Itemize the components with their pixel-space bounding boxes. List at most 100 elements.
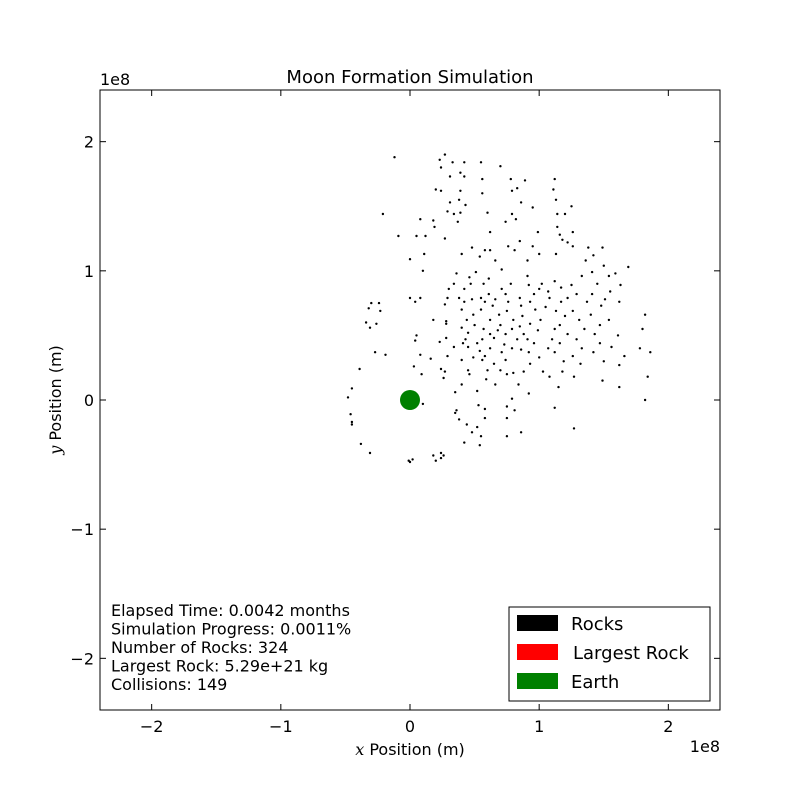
rock-point xyxy=(562,360,565,363)
rock-point xyxy=(618,363,621,367)
rock-point xyxy=(350,387,354,390)
rock-point xyxy=(419,353,422,356)
rock-point xyxy=(607,318,611,322)
rock-point xyxy=(539,318,542,322)
rock-point xyxy=(578,318,581,322)
rock-point xyxy=(547,347,550,350)
rock-point xyxy=(478,444,481,447)
rock-point xyxy=(488,249,492,252)
rock-point xyxy=(614,272,617,275)
rock-point xyxy=(494,259,497,262)
rock-point xyxy=(483,416,487,420)
rock-point xyxy=(566,332,569,336)
rock-point xyxy=(492,362,496,365)
rock-point xyxy=(601,246,604,249)
rock-point xyxy=(465,318,468,322)
rock-point xyxy=(443,153,447,156)
rock-point xyxy=(643,313,647,316)
rock-point xyxy=(554,252,558,256)
rock-point xyxy=(571,309,574,313)
rock-point xyxy=(500,287,503,291)
rock-point xyxy=(408,296,412,300)
rock-point xyxy=(527,392,530,395)
rock-point xyxy=(439,367,443,371)
rock-point xyxy=(558,342,561,345)
x-tick-label: 1 xyxy=(534,717,544,736)
rock-point xyxy=(499,165,502,168)
rock-point xyxy=(592,254,595,257)
rock-point xyxy=(590,292,594,296)
legend: Rocks Largest Rock Earth xyxy=(508,606,711,702)
x-tick-label: 0 xyxy=(405,717,415,736)
rock-point xyxy=(460,252,463,256)
rock-point xyxy=(443,237,447,240)
rock-point xyxy=(381,212,385,216)
rock-point xyxy=(507,300,510,303)
rock-point xyxy=(509,282,512,285)
rock-point xyxy=(438,158,441,161)
rock-point xyxy=(536,230,540,234)
rock-point xyxy=(364,321,368,324)
rock-point xyxy=(415,234,418,238)
rock-point xyxy=(527,351,530,354)
rock-point xyxy=(373,351,377,354)
rock-point xyxy=(460,326,463,329)
rock-point xyxy=(510,189,514,192)
rock-point xyxy=(623,354,626,358)
rock-point xyxy=(476,342,479,345)
rock-point xyxy=(479,435,483,438)
rock-point xyxy=(443,370,447,373)
rock-point xyxy=(570,283,573,287)
rock-point xyxy=(408,460,412,464)
rock-point xyxy=(474,270,478,274)
rock-point xyxy=(445,322,448,325)
rock-point xyxy=(558,323,561,327)
rock-point xyxy=(445,336,448,340)
rock-point xyxy=(432,219,435,222)
rock-point xyxy=(641,327,644,331)
rock-point xyxy=(472,356,475,359)
rock-point xyxy=(553,280,556,283)
rock-point xyxy=(554,309,558,313)
rock-point xyxy=(499,369,502,372)
rock-point xyxy=(519,304,523,307)
rock-point xyxy=(548,375,551,378)
rock-point xyxy=(482,282,485,285)
rock-point xyxy=(587,246,590,249)
legend-swatch-largest-rock xyxy=(517,644,558,660)
rock-point xyxy=(553,327,556,331)
rock-point xyxy=(466,331,470,334)
rock-point xyxy=(368,326,372,329)
rock-point xyxy=(451,161,454,164)
rock-point xyxy=(463,161,466,164)
rock-point xyxy=(540,282,543,285)
rock-point xyxy=(572,375,576,378)
rock-point xyxy=(516,187,519,190)
rock-point xyxy=(488,347,492,350)
rock-point xyxy=(589,313,592,316)
rock-point xyxy=(553,351,556,354)
rock-point xyxy=(494,298,497,301)
rock-point xyxy=(561,238,564,241)
rock-point xyxy=(433,225,436,229)
rock-point xyxy=(553,177,556,181)
rock-point xyxy=(478,349,481,353)
rock-point xyxy=(513,249,516,252)
rock-point xyxy=(488,230,492,234)
x-tick-label: −2 xyxy=(140,717,164,736)
rock-point xyxy=(472,313,475,316)
rock-point xyxy=(439,189,443,192)
rock-point xyxy=(618,385,621,389)
rock-point xyxy=(570,205,573,208)
rock-point xyxy=(448,201,452,204)
rock-point xyxy=(526,338,529,341)
rock-point xyxy=(522,332,525,336)
rock-point xyxy=(368,451,372,455)
simulation-stats: Elapsed Time: 0.0042 months Simulation P… xyxy=(111,601,351,694)
rock-point xyxy=(610,345,613,349)
rock-point xyxy=(370,301,373,305)
rock-point xyxy=(470,431,474,434)
rock-point xyxy=(375,322,378,325)
rock-point xyxy=(424,234,427,238)
y-axis-label: y Position (m) xyxy=(46,345,65,456)
